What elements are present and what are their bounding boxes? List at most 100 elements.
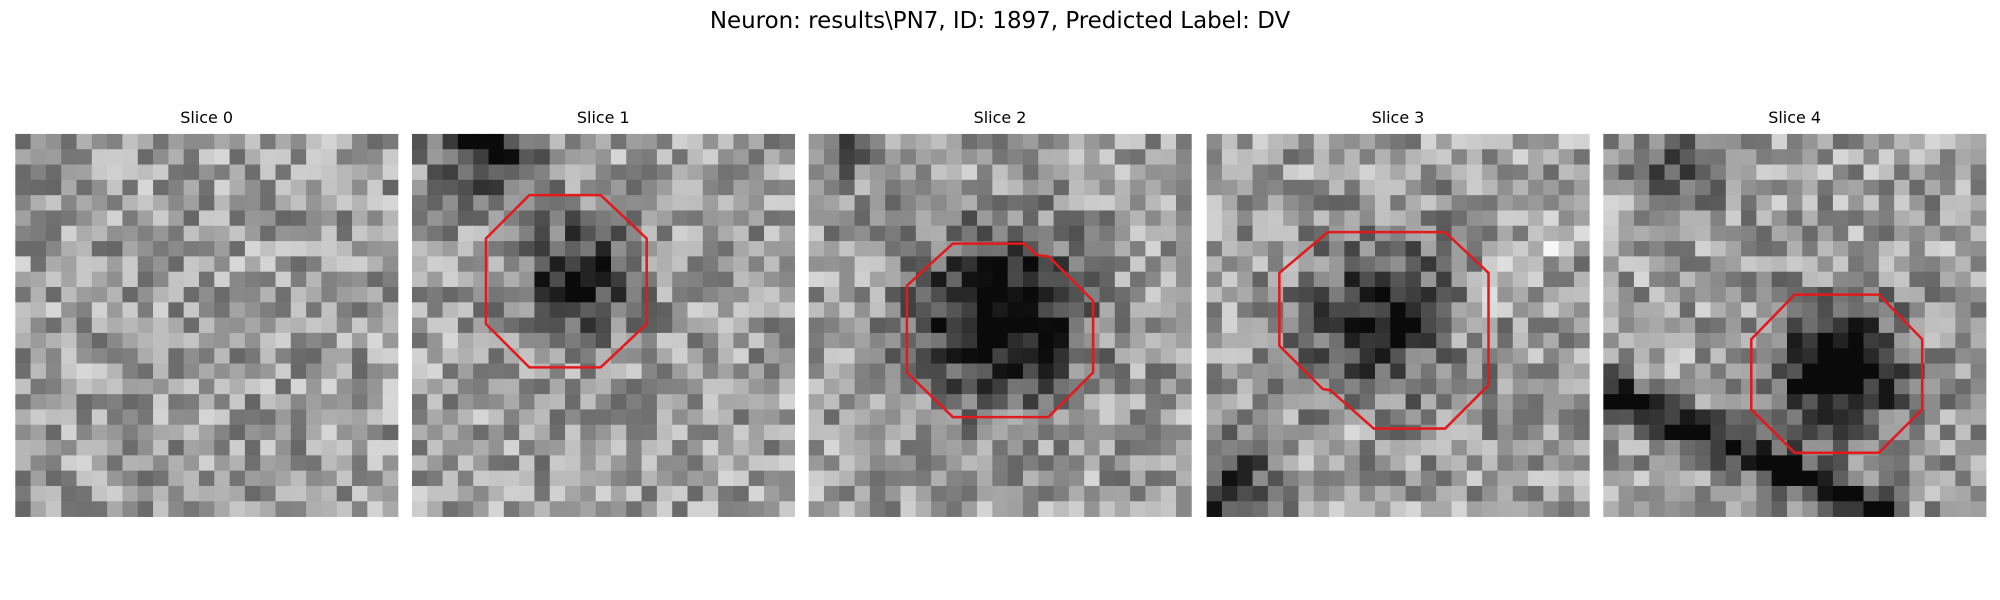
pixel [565, 470, 581, 487]
pixel [1405, 485, 1422, 502]
pixel [275, 133, 292, 150]
image-panel: Slice 0 [15, 108, 399, 517]
pixel [748, 271, 765, 288]
pixel [854, 256, 871, 273]
pixel [1512, 501, 1529, 517]
pixel [626, 241, 642, 257]
pixel [992, 149, 1009, 165]
pixel [1679, 378, 1696, 395]
pixel [1160, 133, 1177, 150]
pixel [1664, 210, 1681, 227]
pixel [1863, 210, 1880, 227]
pixel [1528, 271, 1544, 288]
pixel [718, 256, 734, 273]
pixel [1848, 409, 1864, 426]
pixel [1955, 440, 1972, 456]
pixel [1420, 440, 1437, 456]
pixel [168, 225, 185, 242]
pixel [641, 256, 658, 273]
pixel [1664, 440, 1681, 456]
pixel [260, 470, 276, 487]
pixel [885, 394, 901, 410]
pixel [1375, 485, 1391, 502]
pixel [30, 286, 47, 303]
pixel [427, 424, 443, 441]
pixel [1329, 133, 1345, 150]
pixel [214, 332, 230, 349]
pixel [595, 332, 612, 349]
pixel [1664, 195, 1681, 211]
pixel [488, 256, 505, 273]
pixel [1298, 302, 1315, 318]
pixel [1405, 363, 1422, 380]
pixel [610, 332, 627, 349]
pixel [534, 332, 551, 349]
pixel [290, 210, 307, 227]
pixel [1022, 485, 1039, 502]
pixel [473, 225, 489, 242]
pixel [427, 286, 443, 303]
pixel [519, 485, 535, 502]
pixel [488, 378, 505, 395]
pixel [915, 195, 932, 211]
pixel [1252, 195, 1269, 211]
pixel [1756, 332, 1773, 349]
pixel [672, 241, 688, 257]
pixel [1786, 241, 1803, 257]
pixel [702, 424, 719, 441]
pixel [411, 149, 428, 165]
pixel [1252, 378, 1269, 395]
pixel [748, 394, 765, 410]
pixel [1924, 348, 1941, 364]
pixel [229, 210, 246, 227]
pixel [656, 332, 673, 349]
pixel [411, 286, 428, 303]
pixel [1771, 348, 1788, 364]
pixel [229, 470, 246, 487]
pixel [1528, 149, 1544, 165]
pixel [1375, 440, 1391, 456]
pixel [534, 271, 551, 288]
pixel [1436, 332, 1452, 349]
pixel [30, 332, 47, 349]
pixel [1130, 470, 1146, 487]
pixel [1802, 485, 1818, 502]
pixel [854, 455, 871, 472]
pixel [442, 409, 459, 426]
pixel [76, 363, 93, 380]
pixel [1848, 179, 1864, 196]
pixel [91, 394, 108, 410]
pixel [1924, 271, 1941, 288]
pixel [992, 133, 1009, 150]
pixel [1114, 133, 1131, 150]
pixel [457, 455, 474, 472]
pixel [411, 424, 428, 441]
pixel [1603, 286, 1620, 303]
pixel [1221, 348, 1238, 364]
pixel [1176, 485, 1192, 502]
pixel [1940, 225, 1956, 242]
pixel [1237, 394, 1253, 410]
pixel [321, 501, 338, 517]
pixel [1436, 256, 1452, 273]
pixel [1405, 271, 1422, 288]
pixel [1344, 501, 1361, 517]
pixel [260, 485, 276, 502]
pixel [1528, 409, 1544, 426]
pixel [45, 210, 62, 227]
pixel [823, 149, 840, 165]
pixel [61, 485, 77, 502]
pixel [442, 440, 459, 456]
pixel [1176, 470, 1192, 487]
pixel [427, 225, 443, 242]
pixel [1313, 501, 1330, 517]
pixel [992, 501, 1009, 517]
pixel [549, 241, 566, 257]
pixel [1741, 378, 1757, 395]
pixel [1695, 332, 1711, 349]
pixel [534, 378, 551, 395]
pixel [1451, 286, 1468, 303]
pixel [748, 133, 765, 150]
pixel [1160, 409, 1177, 426]
pixel [779, 394, 796, 410]
